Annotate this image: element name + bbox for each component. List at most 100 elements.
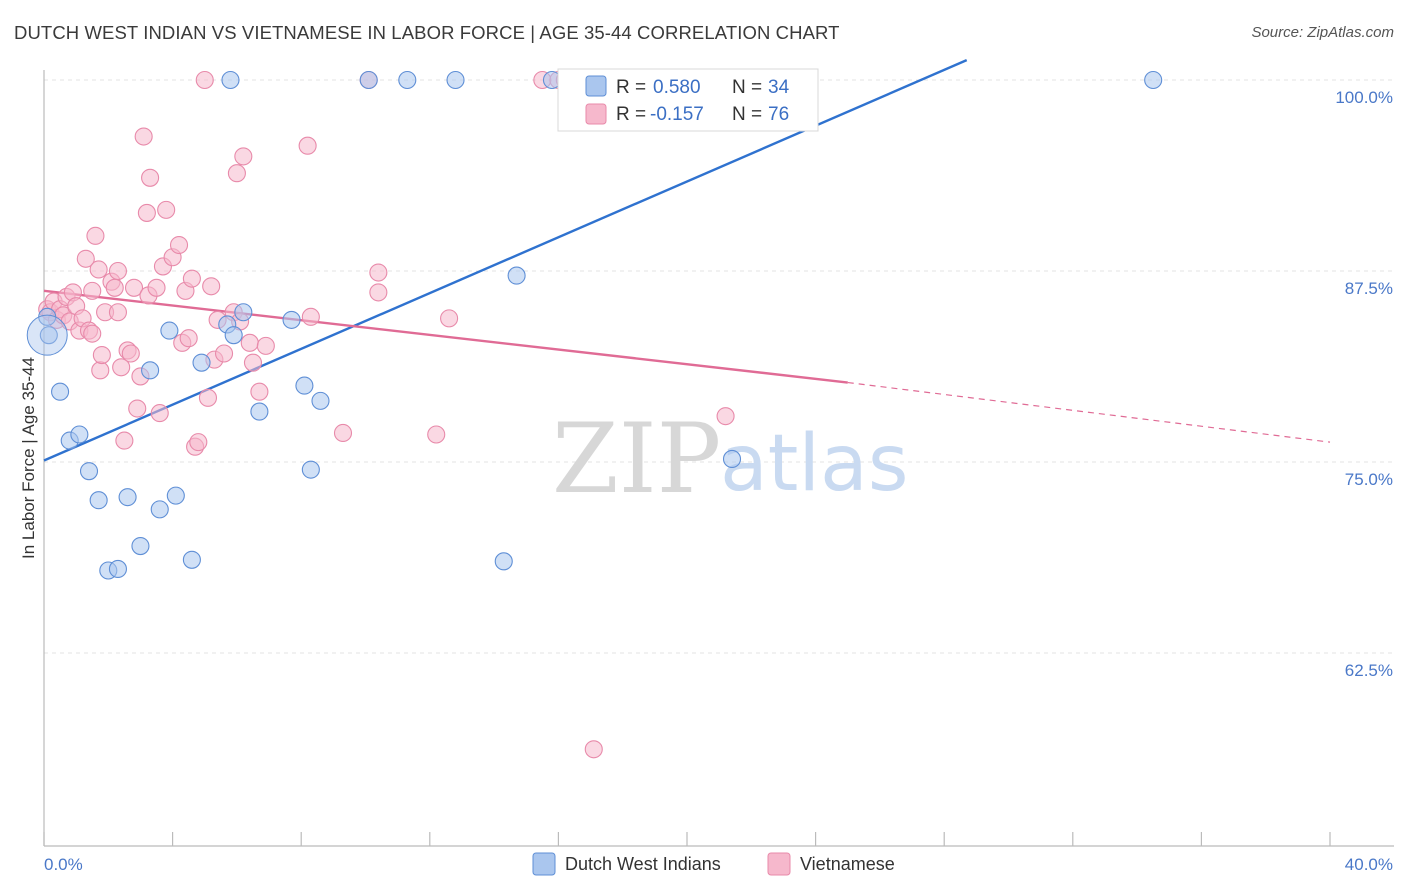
vietnamese-point [427,425,446,444]
vietnamese-point [124,278,144,297]
legend-box: R = 0.580 N = 34 R = -0.157 N = 76 [557,68,819,132]
vietnamese-point [86,226,105,245]
bottom-legend-label: Dutch West Indians [565,854,721,874]
watermark-atlas: atlas [720,419,909,509]
y-tick-label: 100.0% [1335,88,1393,107]
vietnamese-point [147,278,166,297]
vietnamese-point [137,203,156,222]
vietnamese-point [150,404,169,423]
chart-title: DUTCH WEST INDIAN VS VIETNAMESE IN LABOR… [14,22,840,43]
dutch-west-indian-point [118,488,137,507]
vietnamese-point [333,423,353,443]
legend-swatch-blue [585,75,607,97]
vietnamese-point [369,283,388,302]
bottom-legend-label: Vietnamese [800,854,895,874]
dutch-west-indian-point [141,361,160,380]
vietnamese-point [91,361,110,380]
vietnamese-point [115,431,134,450]
vietnamese-point [198,388,218,407]
dutch-west-indian-point [150,500,169,519]
dutch-west-indian-point [722,449,742,468]
vietnamese-point [256,336,275,355]
vietnamese-point [89,260,108,279]
dutch-west-indian-point [446,70,465,90]
vietnamese-point [121,344,140,363]
vietnamese-point [83,324,102,343]
y-tick-label: 75.0% [1345,470,1393,489]
dutch-west-indian-point [234,303,253,322]
vietnamese-point [92,345,111,365]
dutch-west-indian-point [39,326,58,345]
legend-r-value: 0.580 [653,77,701,98]
vietnamese-point [202,277,221,296]
dutch-west-indian-point-large [26,314,68,356]
vietnamese-point [182,269,201,288]
source-label: Source: ZipAtlas.com [1251,24,1394,41]
dutch-west-indian-point [131,536,150,556]
x-tick-label: 40.0% [1345,855,1393,874]
dutch-west-indian-point [398,70,417,90]
legend-n-value: 34 [768,77,790,98]
dutch-west-indian-points [26,70,1163,580]
vietnamese-point [716,407,735,426]
watermark-zip: ZIP [552,403,721,515]
y-tick-label: 62.5% [1345,661,1393,680]
dutch-west-indian-point [359,70,378,90]
vietnamese-point [240,333,259,352]
vietnamese-point [108,303,127,322]
dutch-west-indian-point [507,266,526,285]
legend-swatch-pink [585,103,607,125]
vietnamese-point [250,382,269,401]
vietnamese-point [227,164,246,183]
y-axis-tick-labels: 100.0% 87.5% 75.0% 62.5% [1335,88,1393,680]
trend-line-vietnamese [43,289,848,384]
vietnamese-point [195,70,214,90]
vietnamese-point [157,200,176,219]
axes [43,70,1394,847]
dutch-west-indian-point [160,321,179,340]
dutch-west-indian-point [295,376,314,395]
dutch-west-indian-point [192,353,211,372]
dutch-west-indian-point [79,462,99,481]
dutch-west-indian-point [250,402,269,421]
vietnamese-point [298,136,317,155]
dutch-west-indian-point [221,70,240,90]
bottom-legend: Dutch West Indians Vietnamese [532,852,895,876]
vietnamese-point [234,147,253,166]
vietnamese-point [108,261,127,281]
vietnamese-point [189,433,208,452]
y-axis-label: In Labor Force | Age 35-44 [19,357,38,559]
trend-line-dutch-west-indians [43,59,968,462]
bottom-legend-swatch-pink [767,852,791,876]
vietnamese-point [179,329,198,348]
x-tick-label: 0.0% [44,855,83,874]
vietnamese-point [112,358,131,377]
legend-r-value: -0.157 [650,104,704,125]
y-tick-label: 87.5% [1345,279,1393,298]
bottom-legend-swatch-blue [532,852,556,876]
vietnamese-point [214,344,234,363]
vietnamese-point [83,281,102,300]
vietnamese-point [243,353,263,372]
trend-line-vietnamese-extension [847,381,1331,443]
dutch-west-indian-point [89,491,108,510]
dutch-west-indian-point [166,486,185,505]
dutch-west-indian-point [282,310,301,329]
vietnamese-point [440,309,459,328]
dutch-west-indian-point [311,391,330,410]
vietnamese-point [141,168,160,187]
dutch-west-indian-point [108,559,127,579]
vietnamese-point [301,307,320,326]
vietnamese-point [584,740,603,759]
x-axis-tick-labels: 0.0% 40.0% [44,855,1393,874]
dutch-west-indian-point [51,382,70,401]
legend-n-label: N = [732,104,762,125]
x-axis-ticks [43,832,1331,846]
dutch-west-indian-point [1144,70,1163,90]
dutch-west-indian-point [301,460,320,479]
vietnamese-point [169,235,189,255]
vietnamese-point [105,278,124,297]
dutch-west-indian-point [224,326,243,345]
vietnamese-point [76,249,95,268]
